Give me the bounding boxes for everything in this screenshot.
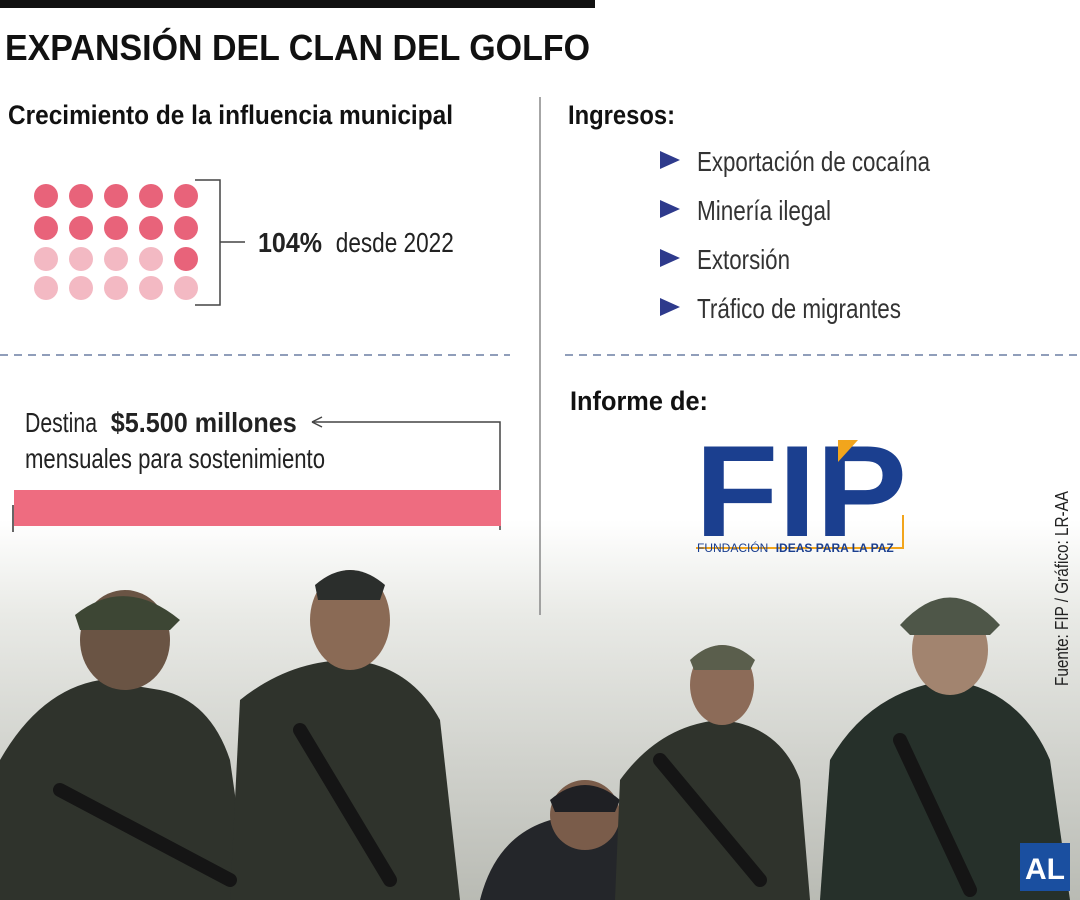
dot-grid [34,184,198,300]
income-item: Minería ilegal [697,195,831,226]
report-heading: Informe de: [570,386,708,416]
dot [69,276,93,300]
dot [104,216,128,240]
bullet-triangle [660,298,680,316]
dot [69,216,93,240]
growth-since: desde 2022 [336,227,454,258]
dot [104,184,128,208]
dot [174,184,198,208]
growth-figure: 104% [258,227,322,258]
logo-accent [838,440,858,462]
bullet-triangle [660,249,680,267]
org-a: FUNDACIÓN [697,540,768,555]
logo-frame [696,515,904,549]
income-heading: Ingresos: [568,100,675,130]
dot [139,184,163,208]
income-list: Exportación de cocaína Minería ilegal Exto… [660,146,930,324]
logo: FIP [695,418,907,564]
dot [139,216,163,240]
dot [69,184,93,208]
funding-rest: mensuales para sostenimiento [25,443,325,474]
bracket [195,179,245,306]
dot [174,276,198,300]
income-item: Tráfico de migrantes [697,293,901,324]
dot [34,184,58,208]
bullet-triangle [660,200,680,218]
income-item: Extorsión [697,244,790,275]
funding-amount: $5.500 millones [111,407,297,438]
dot [174,247,198,271]
dot [34,216,58,240]
top-bar [0,0,595,8]
title: EXPANSIÓN DEL CLAN DEL GOLFO [5,26,590,68]
brand: AL [1025,853,1065,886]
dot [139,276,163,300]
income-item: Exportación de cocaína [697,146,930,177]
dot [174,216,198,240]
dot [104,276,128,300]
growth-heading: Crecimiento de la influencia municipal [8,100,453,130]
funding-lead: Destina [25,407,97,438]
bullet-triangle [660,151,680,169]
dot [34,247,58,271]
dot [139,247,163,271]
dot [104,247,128,271]
funding-bar [14,490,501,526]
funding-line: Destina $5.500 millones [25,407,297,438]
source: Fuente: FIP / Gráfico: LR-AA [1052,491,1072,686]
org-b: IDEAS PARA LA PAZ [776,541,894,555]
logo-subtitle: FUNDACIÓN IDEAS PARA LA PAZ [697,540,894,555]
arrowhead [311,416,323,428]
brand-box [1020,843,1070,891]
growth-text: 104% desde 2022 [258,227,454,258]
dot [34,276,58,300]
dot [69,247,93,271]
